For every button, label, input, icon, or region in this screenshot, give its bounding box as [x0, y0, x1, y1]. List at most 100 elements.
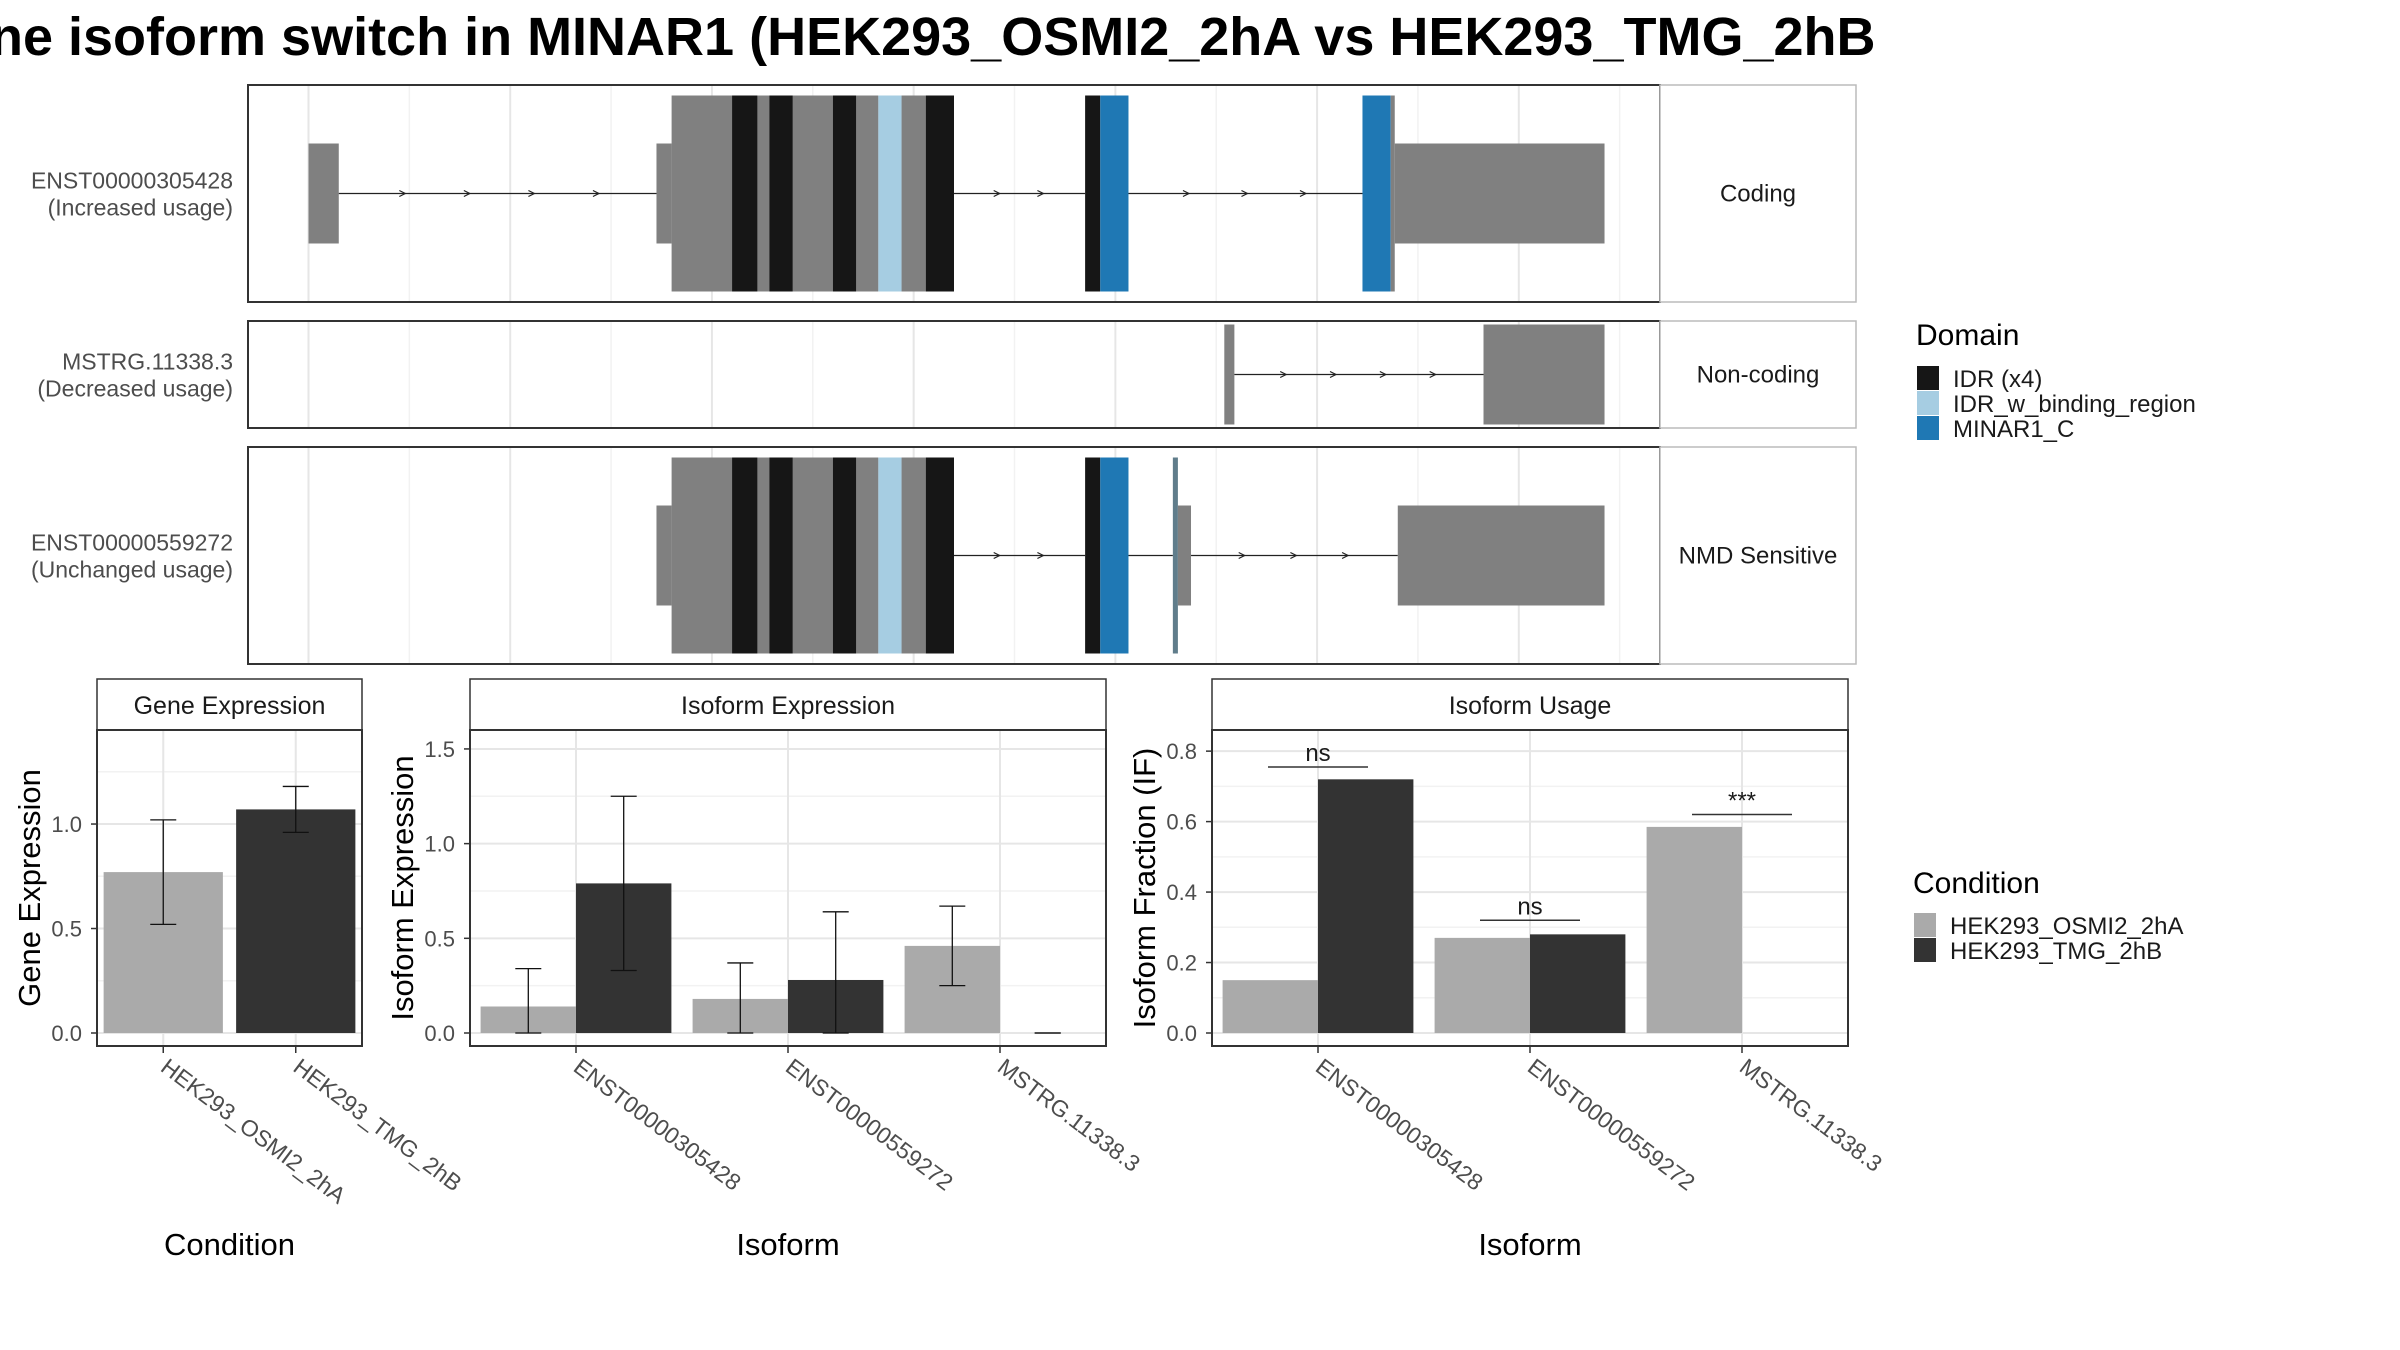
intron-arrow [592, 189, 601, 198]
legends: Domain IDR (x4)IDR_w_binding_regionMINAR1… [1913, 319, 2196, 965]
coding-exon [1390, 95, 1395, 292]
expression-panels: Gene Expression0.00.51.0HEK293_OSMI2_2hA… [12, 678, 1887, 1262]
domain-minar1-c [1100, 95, 1129, 292]
legend-swatch [1914, 938, 1936, 962]
panel-isoform-expression: Isoform Expression0.00.51.01.5ENST000003… [385, 678, 1145, 1262]
strip-label: Coding [1720, 181, 1796, 208]
strip-box [1659, 320, 1857, 429]
strip-label: Non-coding [1697, 362, 1820, 389]
noncoding-exon [1483, 324, 1605, 425]
x-tick-label: ENST00000305428 [1311, 1053, 1488, 1195]
domain-idr [732, 457, 758, 654]
significance-label: *** [1728, 788, 1756, 815]
x-axis-title: Isoform [736, 1227, 839, 1262]
panel-isoform-usage: Isoform Usage 0.0 0.2 0.4 0.6 0.8 ns ns *** ENST0… [1127, 678, 1887, 1262]
x-tick-label: MSTRG.11338.3 [993, 1053, 1145, 1177]
structure-track-2: Non-coding MSTRG.11338.3(Decreased usage) [37, 320, 1857, 429]
coding-exon [856, 95, 879, 292]
domain-idr-w-binding-region [878, 95, 902, 292]
domain-idr [832, 457, 857, 654]
intron-arrow [1290, 551, 1298, 560]
bar [1646, 826, 1742, 1033]
legend-title: Domain [1916, 319, 2019, 352]
x-tick-label: ENST00000559272 [781, 1053, 958, 1195]
legend-label: MINAR1_C [1953, 416, 2074, 443]
intron-arrow [993, 551, 1002, 560]
intron-arrow [993, 189, 1002, 198]
y-tick-label: 1.0 [424, 832, 455, 857]
transcript-id-label: ENST00000305428 [31, 168, 233, 194]
utr-exon [1177, 505, 1192, 606]
domain-idr [925, 457, 954, 654]
intron-arrow [1279, 370, 1288, 379]
panel-border [96, 729, 363, 1047]
legend-title: Condition [1913, 867, 2040, 900]
isoform-structure-plot: Coding ENST00000305428(Increased usage) No… [31, 84, 1857, 665]
legend-swatch [1917, 391, 1939, 415]
bar [1222, 980, 1318, 1033]
legend-label: HEK293_TMG_2hB [1950, 938, 2162, 965]
legend-swatch [1917, 416, 1939, 440]
y-tick-label: 1.5 [424, 737, 455, 762]
y-axis-title: Gene Expression [12, 769, 47, 1007]
coding-exon [901, 95, 926, 292]
legend-swatch [1917, 366, 1939, 390]
strip-label: NMD Sensitive [1679, 543, 1838, 570]
x-tick-label: MSTRG.11338.3 [1735, 1053, 1887, 1177]
intron-arrow [1037, 551, 1045, 560]
y-tick-label: 0.0 [51, 1021, 82, 1046]
bar [1434, 937, 1530, 1033]
y-tick-label: 0.0 [424, 1021, 455, 1046]
intron-arrow [399, 189, 407, 198]
bar [236, 809, 356, 1033]
bar [1530, 934, 1626, 1033]
y-tick-label: 0.0 [1166, 1021, 1197, 1046]
domain-minar1-c [1100, 457, 1129, 654]
y-tick-label: 0.5 [424, 926, 455, 951]
intron-arrow [1341, 551, 1350, 560]
domain-idr [1085, 457, 1101, 654]
domain-minar1-c [1362, 95, 1391, 292]
panel-strip [1211, 678, 1849, 731]
intron-arrow [528, 189, 536, 198]
y-tick-label: 0.4 [1166, 880, 1197, 905]
legend-label: IDR_w_binding_region [1953, 391, 2196, 418]
y-tick-label: 0.8 [1166, 739, 1197, 764]
x-tick-label: ENST00000559272 [1523, 1053, 1700, 1195]
y-tick-label: 0.2 [1166, 951, 1197, 976]
intron-arrow [1241, 189, 1249, 198]
intron-arrow [1379, 370, 1388, 379]
intron-arrow [1238, 551, 1247, 560]
domain-idr [769, 95, 793, 292]
intron-arrow [1182, 189, 1191, 198]
domain-idr [769, 457, 793, 654]
domain-idr [925, 95, 954, 292]
panel-title: Gene Expression [134, 692, 326, 720]
page-title: ne isoform switch in MINAR1 (HEK293_OSMI… [0, 7, 1876, 67]
y-tick-label: 1.0 [51, 812, 82, 837]
y-axis-title: Isoform Expression [385, 755, 420, 1020]
legend-swatch [1914, 913, 1936, 937]
utr-exon [308, 143, 339, 244]
intron-arrow [1329, 370, 1338, 379]
coding-exon [901, 457, 926, 654]
intron-arrow [1429, 370, 1438, 379]
domain-idr [832, 95, 857, 292]
utr-exon [1397, 505, 1605, 606]
significance-label: ns [1305, 740, 1330, 767]
utr-exon [656, 143, 672, 244]
coding-exon [1172, 457, 1178, 654]
intron-arrow [463, 189, 472, 198]
structure-track-3: NMD Sensitive ENST00000559272(Unchanged u… [31, 446, 1857, 665]
panel-title: Isoform Expression [681, 692, 895, 720]
significance-label: ns [1517, 893, 1542, 920]
bar [1318, 779, 1414, 1033]
usage-label: (Unchanged usage) [31, 557, 233, 583]
intron-arrow [1037, 189, 1045, 198]
domain-idr-w-binding-region [878, 457, 902, 654]
strip-box [1659, 446, 1857, 665]
usage-label: (Increased usage) [48, 195, 233, 221]
transcript-id-label: ENST00000559272 [31, 530, 233, 556]
